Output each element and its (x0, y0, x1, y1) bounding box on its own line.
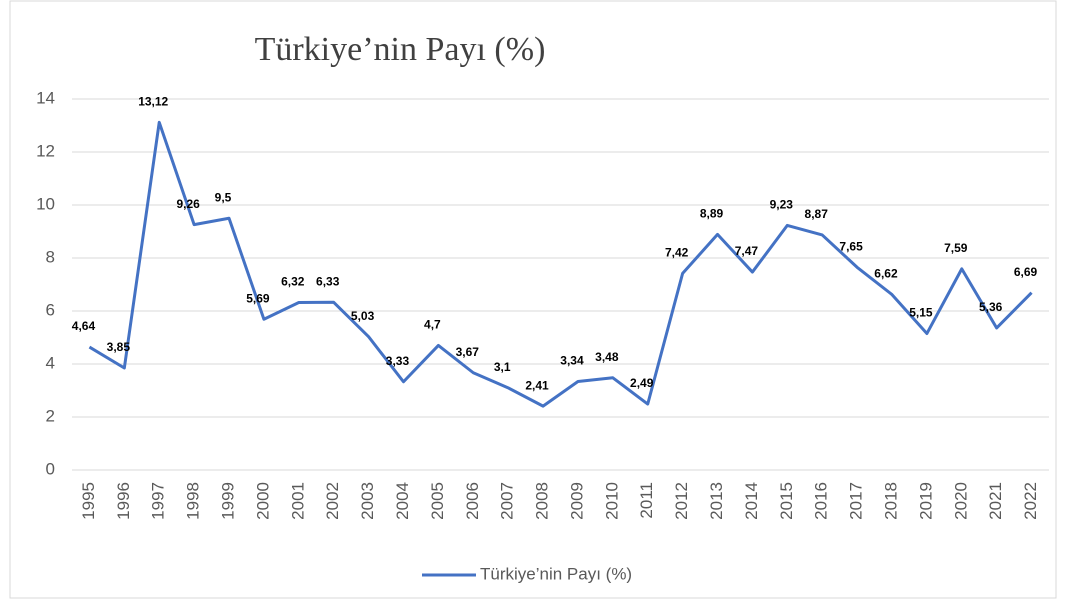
data-label: 13,12 (138, 94, 168, 108)
data-label: 2,49 (630, 376, 654, 390)
data-label: 7,65 (839, 239, 863, 253)
x-tick-label: 2011 (637, 482, 656, 519)
y-tick-label: 2 (46, 406, 55, 425)
data-label: 4,64 (72, 319, 96, 333)
x-tick-label: 2018 (881, 482, 900, 520)
data-label: 6,62 (874, 267, 898, 281)
chart-title: Türkiye’nin Payı (%) (255, 31, 546, 68)
y-tick-label: 14 (36, 88, 55, 107)
x-tick-label: 2014 (742, 482, 761, 520)
y-tick-label: 6 (46, 300, 55, 319)
chart-frame (9, 0, 1057, 599)
x-tick-label: 2004 (393, 482, 412, 520)
x-tick-label: 2008 (533, 482, 552, 520)
data-label: 7,59 (944, 241, 968, 255)
y-tick-label: 4 (46, 353, 55, 372)
data-label: 8,89 (700, 207, 724, 221)
x-tick-label: 2001 (288, 482, 307, 520)
data-label: 7,47 (735, 244, 759, 258)
x-tick-label: 2016 (812, 482, 831, 520)
x-tick-label: 2013 (707, 482, 726, 520)
x-tick-label: 2017 (847, 482, 866, 520)
x-tick-label: 2007 (498, 482, 517, 520)
data-label: 3,85 (107, 340, 131, 354)
data-label: 9,5 (215, 190, 232, 204)
data-label: 3,34 (560, 354, 584, 368)
x-tick-label: 1999 (219, 482, 238, 520)
data-label: 4,7 (424, 318, 441, 332)
data-label: 5,03 (351, 309, 375, 323)
data-label: 7,42 (665, 246, 689, 260)
x-tick-label: 2006 (463, 482, 482, 520)
data-label: 5,69 (246, 291, 270, 305)
x-tick-label: 2020 (951, 482, 970, 520)
y-tick-label: 12 (36, 141, 55, 160)
data-label: 9,26 (176, 197, 200, 211)
y-tick-label: 0 (46, 459, 55, 478)
x-tick-label: 2000 (253, 482, 272, 520)
data-label: 9,23 (770, 198, 794, 212)
x-tick-label: 2010 (602, 482, 621, 520)
data-label: 3,33 (386, 354, 410, 368)
data-label: 3,67 (456, 345, 480, 359)
x-tick-label: 2009 (567, 482, 586, 520)
data-label: 5,36 (979, 300, 1003, 314)
legend-label: Türkiye’nin Payı (%) (480, 564, 632, 583)
x-tick-label: 2022 (1021, 482, 1040, 520)
x-tick-label: 2003 (358, 482, 377, 520)
x-tick-label: 2019 (916, 482, 935, 520)
y-tick-label: 8 (46, 247, 55, 266)
x-tick-label: 2005 (428, 482, 447, 520)
x-tick-label: 1995 (79, 482, 98, 520)
data-line (88, 120, 1033, 408)
x-tick-label: 2015 (777, 482, 796, 520)
x-tick-label: 2002 (323, 482, 342, 520)
data-label: 6,33 (316, 274, 340, 288)
data-label: 2,41 (525, 378, 549, 392)
x-tick-label: 2021 (986, 482, 1005, 520)
x-tick-label: 1998 (184, 482, 203, 520)
data-label: 6,32 (281, 275, 305, 289)
x-tick-label: 2012 (672, 482, 691, 520)
data-label: 3,48 (595, 350, 619, 364)
y-tick-label: 10 (36, 194, 55, 213)
data-label: 3,1 (494, 360, 511, 374)
x-tick-label: 1996 (114, 482, 133, 520)
data-label: 8,87 (805, 207, 829, 221)
data-label: 5,15 (909, 306, 933, 320)
data-label: 6,69 (1014, 265, 1038, 279)
x-tick-label: 1997 (149, 482, 168, 520)
